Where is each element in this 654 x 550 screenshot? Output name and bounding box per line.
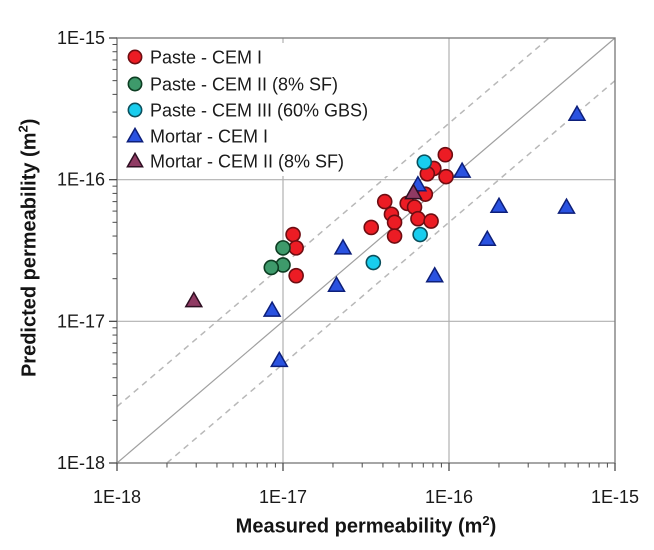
data-point (288, 267, 304, 284)
data-point (416, 154, 433, 170)
data-point (363, 219, 380, 236)
y-axis-title-superscript: 2 (15, 125, 31, 133)
data-point (404, 183, 423, 200)
y-axis-title-close: ) (18, 118, 41, 126)
legend-marker-triangle-icon (126, 151, 144, 168)
x-tick-label: 1E-17 (259, 487, 307, 507)
data-point (386, 214, 403, 231)
data-point (184, 291, 204, 308)
series-paste-cem-i (285, 146, 454, 284)
y-axis-title: Predicted permeability (m2) (16, 35, 42, 460)
data-point (333, 238, 353, 255)
y-axis-title-text: Predicted permeability (m (18, 132, 41, 378)
data-point (452, 161, 472, 178)
x-tick-label: 1E-16 (425, 487, 473, 507)
data-point (478, 229, 497, 246)
y-tick-label: 1E-16 (57, 170, 105, 190)
legend-item: Mortar - CEM II (8% SF) (126, 151, 344, 172)
y-tick-label: 1E-18 (57, 453, 105, 473)
y-tick-label: 1E-17 (57, 311, 105, 331)
x-axis-title-close: ) (489, 515, 497, 538)
data-point (425, 266, 444, 283)
legend-label: Paste - CEM II (8% SF) (150, 75, 338, 95)
legend-label: Mortar - CEM II (8% SF) (150, 152, 344, 172)
data-point (567, 104, 587, 121)
series-paste-cem-ii-8-sf (263, 240, 291, 276)
data-point (410, 210, 426, 227)
data-point (386, 228, 403, 244)
legend-background (118, 43, 392, 176)
data-point (262, 300, 282, 317)
data-point (263, 259, 280, 276)
x-tick-label: 1E-18 (93, 487, 141, 507)
legend-label: Paste - CEM III (60% GBS) (150, 101, 368, 121)
plot-area: 1E-18 1E-17 1E-16 1E-15 1E-18 1E-17 1E-16 1E-15… (57, 28, 639, 507)
x-tick-label: 1E-15 (591, 487, 639, 507)
series-paste-cem-iii-60-gbs (365, 154, 433, 271)
data-point (270, 350, 289, 368)
plot-frame (116, 37, 616, 464)
data-point (365, 254, 382, 271)
x-axis-title-text: Measured permeability (m (235, 515, 483, 538)
legend: Paste - CEM I Paste - CEM II (8% SF) Paste… (126, 48, 368, 172)
legend-item: Mortar - CEM I (126, 126, 268, 147)
x-axis-title-superscript: 2 (482, 513, 490, 528)
data-point (412, 226, 428, 243)
legend-marker-circle-icon (127, 102, 143, 118)
data-point (327, 275, 346, 292)
y-tick-label: 1E-15 (57, 28, 105, 48)
data-point (376, 193, 393, 210)
data-point (288, 240, 304, 256)
legend-item: Paste - CEM III (60% GBS) (127, 101, 368, 121)
x-axis-title: Measured permeability (m2) (117, 513, 615, 539)
data-point (275, 240, 291, 256)
legend-item: Paste - CEM I (127, 48, 262, 68)
legend-label: Paste - CEM I (150, 48, 262, 68)
data-point (489, 196, 509, 213)
data-point (285, 226, 301, 243)
legend-marker-triangle-icon (126, 126, 144, 143)
legend-label: Mortar - CEM I (150, 127, 268, 147)
axis-ticks (109, 37, 616, 471)
data-point (557, 197, 576, 214)
data-point (437, 146, 454, 163)
legend-marker-circle-icon (127, 76, 143, 92)
identity-line (116, 37, 616, 464)
upper-bound-line (116, 37, 550, 408)
data-point (438, 168, 454, 185)
legend-item: Paste - CEM II (8% SF) (127, 75, 338, 95)
data-point (423, 213, 439, 229)
legend-marker-circle-icon (127, 49, 143, 65)
series-mortar-cem-ii-8-sf (184, 183, 423, 308)
